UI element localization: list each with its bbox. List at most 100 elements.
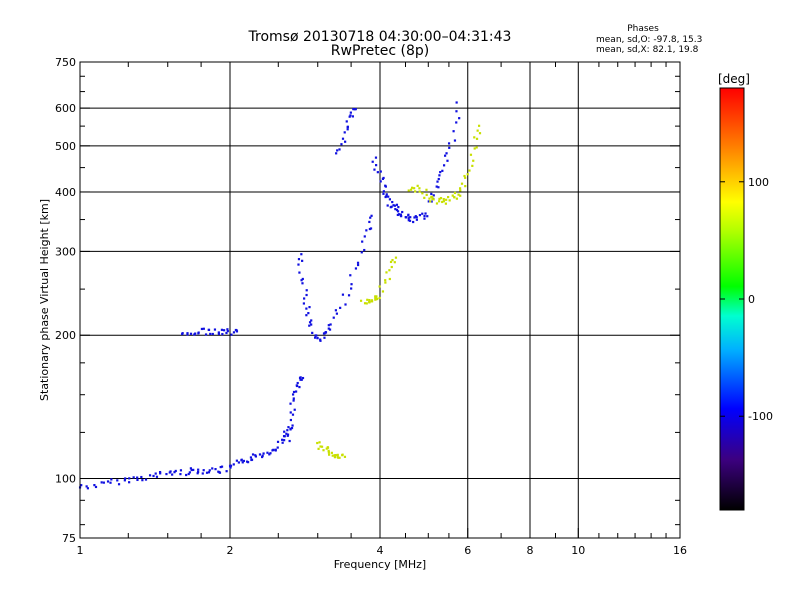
data-point	[336, 149, 339, 152]
data-point	[299, 376, 302, 379]
data-point	[472, 159, 475, 162]
data-point	[473, 147, 476, 150]
data-point	[421, 212, 424, 215]
data-point	[152, 474, 155, 478]
data-point	[363, 235, 366, 238]
data-point	[407, 213, 410, 216]
data-point	[396, 210, 400, 213]
data-point	[349, 274, 352, 277]
data-point	[426, 215, 429, 218]
data-point	[218, 471, 221, 474]
data-point	[296, 381, 299, 385]
data-point	[369, 216, 372, 219]
data-point	[335, 312, 339, 315]
data-point	[249, 456, 253, 459]
data-point	[225, 331, 228, 335]
data-point	[283, 439, 286, 442]
data-point	[307, 312, 310, 315]
data-point	[185, 473, 188, 477]
data-point	[382, 190, 385, 193]
data-point	[331, 454, 334, 457]
data-point	[411, 186, 414, 189]
data-point	[336, 455, 339, 459]
data-point	[388, 198, 392, 201]
data-point	[173, 471, 176, 474]
colorbar-tick-label: -100	[748, 410, 773, 423]
data-point	[439, 196, 443, 200]
data-point	[220, 328, 224, 331]
data-point	[391, 258, 394, 262]
data-point	[452, 130, 455, 133]
data-point	[338, 148, 341, 151]
data-point	[478, 132, 482, 135]
data-point	[387, 195, 390, 198]
data-point	[374, 298, 377, 301]
data-point	[458, 117, 461, 120]
data-point	[300, 279, 303, 282]
data-point	[445, 152, 448, 155]
data-point	[334, 309, 338, 312]
data-point	[368, 298, 371, 302]
data-point	[340, 143, 343, 146]
data-point	[251, 453, 255, 456]
data-point	[432, 194, 435, 197]
data-point	[289, 402, 292, 405]
data-point	[327, 453, 331, 456]
axes	[79, 61, 681, 539]
data-point	[159, 472, 162, 475]
data-point	[344, 140, 347, 143]
data-point	[477, 124, 481, 127]
data-point	[392, 204, 395, 207]
data-point	[85, 485, 88, 488]
data-point	[412, 220, 415, 224]
data-point	[283, 430, 286, 433]
data-point	[442, 200, 445, 203]
data-point	[289, 418, 293, 422]
data-point	[292, 397, 295, 400]
data-point	[374, 295, 377, 298]
data-point	[320, 445, 324, 448]
data-point	[413, 216, 416, 219]
data-point	[393, 204, 396, 207]
data-point	[221, 333, 224, 336]
data-point	[311, 331, 314, 334]
data-point	[455, 121, 458, 124]
phase-stats-o: mean, sd,O: -97.8, 15.3	[596, 35, 702, 45]
data-point	[344, 303, 347, 306]
data-point	[186, 333, 189, 336]
data-point	[370, 214, 373, 217]
data-point	[188, 471, 191, 474]
data-point	[207, 471, 211, 474]
data-point	[442, 198, 445, 201]
x-tick-labels: 1 2 4 6 8 10 16	[77, 544, 688, 557]
data-point	[356, 263, 360, 267]
data-point	[390, 265, 393, 269]
data-point	[437, 186, 440, 189]
data-point	[291, 393, 295, 396]
data-point	[349, 114, 352, 117]
data-point	[354, 108, 357, 111]
data-point	[395, 208, 399, 212]
data-point	[86, 487, 89, 490]
data-point	[229, 464, 233, 467]
data-point	[379, 180, 382, 183]
data-point	[308, 324, 311, 327]
data-point	[343, 131, 346, 134]
data-point	[325, 447, 328, 450]
data-point	[274, 448, 277, 451]
data-point	[144, 478, 148, 481]
data-point	[208, 469, 211, 472]
data-point	[348, 115, 351, 118]
data-point	[445, 198, 448, 201]
data-point	[181, 332, 184, 336]
data-point	[155, 475, 159, 478]
colorbar-tick-label: 0	[748, 293, 755, 306]
data-point	[365, 229, 368, 232]
grid-lines	[80, 62, 680, 538]
data-point	[310, 319, 313, 322]
data-point	[226, 330, 229, 333]
data-point	[283, 435, 286, 438]
data-point	[298, 385, 301, 389]
data-point	[291, 424, 294, 427]
data-point	[240, 458, 243, 461]
